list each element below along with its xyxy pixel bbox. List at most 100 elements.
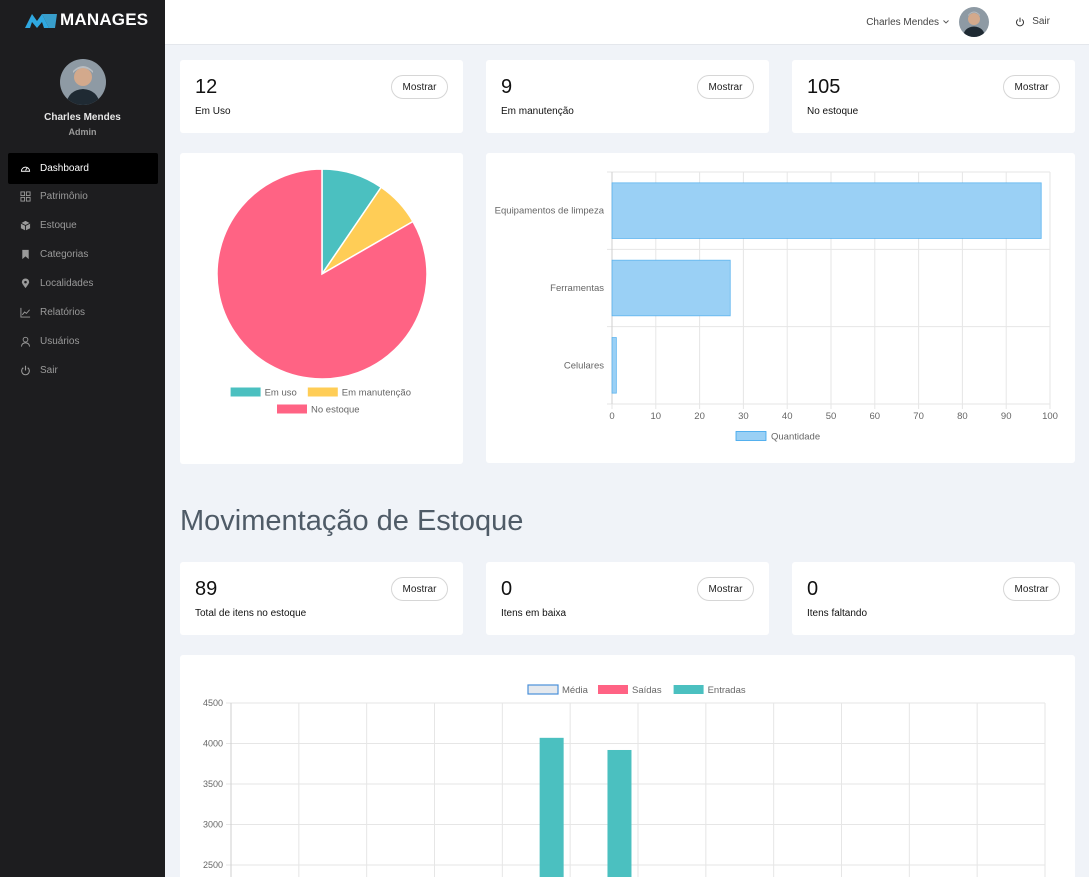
stat-label: Em manutenção bbox=[501, 106, 574, 117]
stat-card-itens-baixa: 0 Itens em baixa Mostrar bbox=[486, 562, 769, 635]
x-tick-label: 20 bbox=[694, 411, 705, 422]
avatar[interactable] bbox=[959, 7, 989, 37]
show-button[interactable]: Mostrar bbox=[1003, 75, 1060, 99]
box-icon bbox=[20, 220, 31, 231]
user-menu[interactable]: Charles Mendes bbox=[866, 7, 989, 37]
legend-swatch bbox=[277, 404, 307, 414]
x-tick-label: 100 bbox=[1042, 411, 1058, 422]
legend-swatch bbox=[307, 387, 338, 397]
brand-logo[interactable]: MANAGES bbox=[0, 0, 165, 40]
x-tick-label: 40 bbox=[782, 411, 793, 422]
stat-value: 0 bbox=[807, 578, 819, 600]
bar bbox=[611, 182, 1042, 239]
stat-value: 9 bbox=[501, 76, 513, 98]
map-pin-icon bbox=[21, 278, 30, 289]
sidebar-item-label: Categorias bbox=[40, 249, 89, 260]
sidebar-item-categorias[interactable]: Categorias bbox=[0, 240, 165, 269]
sidebar-item-estoque[interactable]: Estoque bbox=[0, 211, 165, 240]
show-button[interactable]: Mostrar bbox=[1003, 577, 1060, 601]
stat-label: No estoque bbox=[807, 106, 859, 117]
legend-swatch bbox=[230, 387, 261, 397]
stat-card-total-estoque: 89 Total de itens no estoque Mostrar bbox=[180, 562, 463, 635]
legend-label: Em manutenção bbox=[342, 388, 411, 399]
sidebar-item-usuarios[interactable]: Usuários bbox=[0, 327, 165, 356]
y-tick-label: Ferramentas bbox=[550, 283, 604, 294]
stat-value: 0 bbox=[501, 578, 513, 600]
x-tick-label: 80 bbox=[957, 411, 968, 422]
user-menu-name: Charles Mendes bbox=[866, 16, 939, 28]
grid-icon bbox=[20, 191, 31, 202]
legend-label: Média bbox=[562, 685, 589, 696]
logout-button[interactable]: Sair bbox=[1015, 16, 1050, 27]
y-tick-label: 4000 bbox=[203, 739, 223, 749]
bar bbox=[539, 737, 564, 877]
bar bbox=[607, 749, 632, 877]
stat-card-em-uso: 12 Em Uso Mostrar bbox=[180, 60, 463, 133]
sidebar-item-patrimonio[interactable]: Patrimônio bbox=[0, 182, 165, 211]
sidebar-profile: Charles Mendes Admin bbox=[0, 59, 165, 137]
show-button[interactable]: Mostrar bbox=[697, 75, 754, 99]
sidebar-item-label: Localidades bbox=[40, 278, 94, 289]
stat-card-no-estoque: 105 No estoque Mostrar bbox=[792, 60, 1075, 133]
stat-label: Itens faltando bbox=[807, 608, 868, 619]
sidebar-item-label: Patrimônio bbox=[40, 191, 88, 202]
x-tick-label: 50 bbox=[826, 411, 837, 422]
sidebar-item-dashboard[interactable]: Dashboard bbox=[8, 153, 158, 184]
sidebar-item-label: Sair bbox=[40, 365, 58, 376]
power-icon bbox=[1016, 17, 1025, 26]
stat-value: 12 bbox=[195, 76, 218, 98]
stat-label: Em Uso bbox=[195, 106, 231, 117]
x-tick-label: 60 bbox=[870, 411, 881, 422]
movement-chart-card: Média Saídas Entradas 4500 4000 3500 3000 2500 bbox=[180, 655, 1075, 877]
logo-icon bbox=[25, 14, 57, 28]
movement-chart: Média Saídas Entradas 4500 4000 3500 3000 2500 bbox=[203, 684, 1046, 877]
legend-label: Entradas bbox=[708, 685, 746, 696]
sidebar: MANAGES Charles Mendes Admin Dashboard P… bbox=[0, 0, 165, 877]
stat-label: Itens em baixa bbox=[501, 608, 567, 619]
x-tick-label: 90 bbox=[1001, 411, 1012, 422]
legend-swatch bbox=[598, 685, 628, 694]
legend-swatch bbox=[527, 684, 559, 695]
profile-name: Charles Mendes bbox=[44, 112, 121, 123]
x-tick-label: 30 bbox=[738, 411, 749, 422]
bar-chart-card: 0 10 20 30 40 50 60 70 80 90 100 Equipamentos de li… bbox=[486, 153, 1075, 463]
brand-name: MANAGES bbox=[60, 10, 149, 29]
y-tick-label: 3500 bbox=[203, 779, 223, 789]
show-button[interactable]: Mostrar bbox=[697, 577, 754, 601]
avatar[interactable] bbox=[59, 59, 106, 105]
sidebar-nav: Dashboard Patrimônio Estoque Categorias … bbox=[0, 153, 165, 385]
bookmark-icon bbox=[22, 249, 29, 260]
show-button[interactable]: Mostrar bbox=[391, 75, 448, 99]
users-icon bbox=[20, 336, 31, 347]
stat-value: 89 bbox=[195, 578, 218, 600]
bar-chart: 0 10 20 30 40 50 60 70 80 90 100 Equipamentos de li… bbox=[495, 171, 1058, 443]
speedometer-icon bbox=[20, 166, 31, 172]
x-tick-label: 10 bbox=[651, 411, 662, 422]
legend-label: No estoque bbox=[311, 405, 360, 416]
legend-label: Saídas bbox=[632, 685, 662, 696]
sidebar-item-sair[interactable]: Sair bbox=[0, 356, 165, 385]
legend-label: Em uso bbox=[265, 388, 297, 399]
power-icon bbox=[21, 365, 30, 376]
y-tick-label: Celulares bbox=[564, 360, 604, 371]
x-tick-label: 70 bbox=[913, 411, 924, 422]
section-title: Movimentação de Estoque bbox=[180, 505, 524, 537]
sidebar-item-relatorios[interactable]: Relatórios bbox=[0, 298, 165, 327]
stat-card-em-manutencao: 9 Em manutenção Mostrar bbox=[486, 60, 769, 133]
show-button[interactable]: Mostrar bbox=[391, 577, 448, 601]
sidebar-item-label: Dashboard bbox=[40, 163, 89, 174]
sidebar-item-localidades[interactable]: Localidades bbox=[0, 269, 165, 298]
legend-swatch bbox=[673, 685, 704, 694]
legend-label: Quantidade bbox=[771, 432, 820, 443]
topbar: Charles Mendes Sair bbox=[165, 0, 1089, 45]
sidebar-item-label: Usuários bbox=[40, 336, 80, 347]
x-tick-label: 0 bbox=[609, 411, 614, 422]
sidebar-item-label: Relatórios bbox=[40, 307, 86, 318]
logout-label: Sair bbox=[1032, 16, 1050, 27]
y-tick-label: 4500 bbox=[203, 698, 223, 708]
y-tick-label: 2500 bbox=[203, 860, 223, 870]
pie-chart: Em uso Em manutenção No estoque bbox=[216, 168, 428, 416]
profile-role: Admin bbox=[68, 127, 97, 137]
bar bbox=[611, 337, 617, 394]
stat-card-itens-faltando: 0 Itens faltando Mostrar bbox=[792, 562, 1075, 635]
